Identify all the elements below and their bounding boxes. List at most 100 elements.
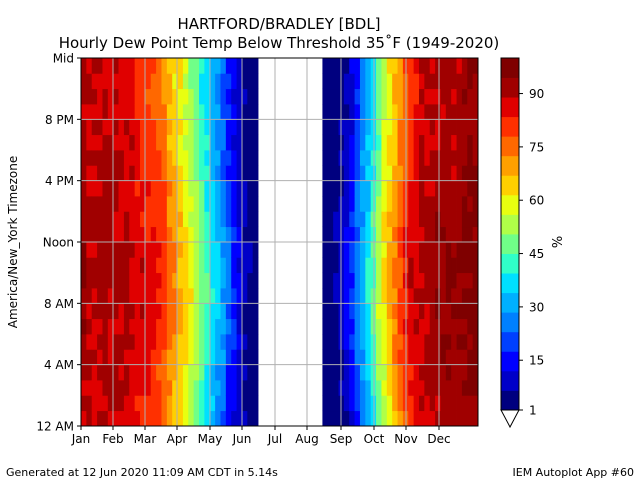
heatmap-cell xyxy=(156,288,162,304)
heatmap-cell xyxy=(140,226,146,243)
heatmap-cell xyxy=(161,58,168,74)
heatmap-cell xyxy=(199,58,205,74)
heatmap-cell xyxy=(102,318,109,335)
heatmap-cell xyxy=(472,119,479,136)
heatmap-cell xyxy=(429,242,436,258)
heatmap-cell xyxy=(81,242,87,258)
heatmap-cell xyxy=(456,380,463,396)
heatmap-cell xyxy=(140,349,146,366)
heatmap-cell xyxy=(204,364,211,381)
heatmap-cell xyxy=(472,303,479,320)
heatmap-cell xyxy=(392,165,398,182)
heatmap-cell xyxy=(252,150,259,166)
heatmap-cell xyxy=(140,88,146,105)
heatmap-cell xyxy=(182,364,189,381)
heatmap-cell xyxy=(429,288,436,304)
x-tick-label: Oct xyxy=(364,432,385,446)
heatmap-cell xyxy=(376,196,382,212)
heatmap-cell xyxy=(118,119,125,136)
heatmap-cell xyxy=(386,242,393,258)
heatmap-cell xyxy=(145,88,152,105)
heatmap-cell xyxy=(215,318,221,335)
heatmap-cell xyxy=(252,104,259,120)
heatmap-cell xyxy=(461,150,468,166)
x-tick-label: Jul xyxy=(267,432,282,446)
heatmap-cell xyxy=(220,196,227,212)
heatmap-cell xyxy=(376,134,382,151)
heatmap-cell xyxy=(215,395,221,412)
heatmap-cell xyxy=(220,104,227,120)
heatmap-cell xyxy=(381,226,388,243)
heatmap-cell xyxy=(247,88,254,105)
heatmap-cell xyxy=(440,211,447,228)
colorbar-segment xyxy=(501,194,519,215)
heatmap-cell xyxy=(365,226,372,243)
heatmap-cell xyxy=(456,165,463,182)
heatmap-cell xyxy=(204,58,211,74)
heatmap-cell xyxy=(102,134,109,151)
heatmap-cell xyxy=(145,119,152,136)
heatmap-cell xyxy=(81,73,87,90)
heatmap-cell xyxy=(193,134,200,151)
heatmap-cell xyxy=(225,395,232,412)
heatmap-cell xyxy=(209,73,216,90)
heatmap-cell xyxy=(107,242,114,258)
heatmap-cell xyxy=(435,119,441,136)
heatmap-cell xyxy=(123,58,130,74)
heatmap-cell xyxy=(215,119,221,136)
heatmap-cell xyxy=(397,395,404,412)
heatmap-cell xyxy=(354,134,361,151)
heatmap-cell xyxy=(166,119,173,136)
heatmap-cell xyxy=(236,242,243,258)
heatmap-cell xyxy=(172,349,178,366)
heatmap-cell xyxy=(150,318,157,335)
heatmap-cell xyxy=(392,349,398,366)
heatmap-cell xyxy=(172,334,178,350)
heatmap-cell xyxy=(472,150,479,166)
heatmap-cell xyxy=(354,88,361,105)
heatmap-cell xyxy=(172,288,178,304)
heatmap-cell xyxy=(166,288,173,304)
heatmap-cell xyxy=(199,395,205,412)
heatmap-cell xyxy=(86,211,93,228)
colorbar-tick-label: 60 xyxy=(529,194,544,208)
heatmap-cell xyxy=(247,58,254,74)
heatmap-cell xyxy=(241,349,248,366)
heatmap-cell xyxy=(150,196,157,212)
heatmap-cell xyxy=(413,165,420,182)
heatmap-cell xyxy=(118,410,125,427)
heatmap-cell xyxy=(209,272,216,289)
heatmap-cell xyxy=(113,349,119,366)
heatmap-cell xyxy=(182,119,189,136)
heatmap-cell xyxy=(225,272,232,289)
heatmap-cell xyxy=(327,58,334,74)
heatmap-cell xyxy=(381,196,388,212)
heatmap-cell xyxy=(413,349,420,366)
heatmap-cell xyxy=(359,288,366,304)
heatmap-cell xyxy=(418,211,425,228)
heatmap-cell xyxy=(81,364,87,381)
heatmap-cell xyxy=(435,395,441,412)
heatmap-cell xyxy=(461,104,468,120)
heatmap-cell xyxy=(118,380,125,396)
heatmap-cell xyxy=(343,88,350,105)
heatmap-cell xyxy=(424,349,431,366)
heatmap-cell xyxy=(359,165,366,182)
heatmap-cell xyxy=(166,410,173,427)
heatmap-cell xyxy=(140,196,146,212)
heatmap-cell xyxy=(408,73,415,90)
heatmap-cell xyxy=(129,180,136,197)
heatmap-cell xyxy=(209,410,216,427)
heatmap-cell xyxy=(81,226,87,243)
heatmap-cell xyxy=(408,380,415,396)
heatmap-cell xyxy=(91,334,98,350)
heatmap-cell xyxy=(472,134,479,151)
heatmap-cell xyxy=(418,134,425,151)
heatmap-cell xyxy=(376,349,382,366)
heatmap-cell xyxy=(386,349,393,366)
heatmap-cell xyxy=(429,73,436,90)
heatmap-cell xyxy=(182,134,189,151)
heatmap-cell xyxy=(435,104,441,120)
heatmap-cell xyxy=(451,272,457,289)
heatmap-cell xyxy=(145,349,152,366)
